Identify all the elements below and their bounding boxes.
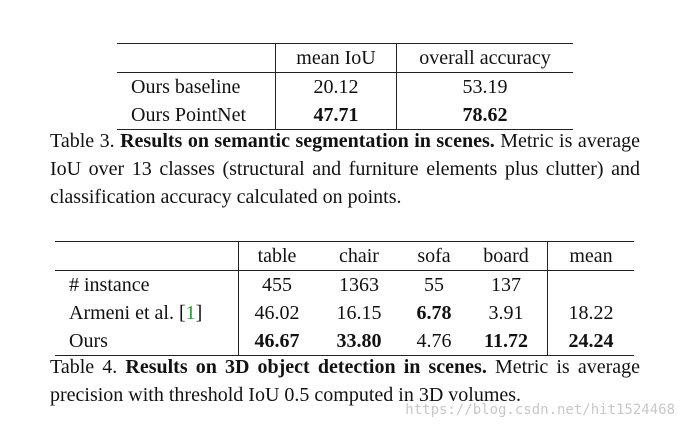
caption-prefix: Table 4. bbox=[50, 356, 118, 378]
table-header-row: table chair sofa board mean bbox=[55, 241, 634, 271]
row-label-text: Armeni et al. [ bbox=[69, 302, 186, 324]
header-cell: mean IoU bbox=[275, 43, 397, 73]
caption-bold: Results on 3D object detection in scenes… bbox=[125, 356, 487, 378]
caption-text: Metric is average precision with thresho… bbox=[50, 356, 640, 406]
header-cell: mean bbox=[547, 241, 634, 271]
table-cell: 4.76 bbox=[403, 327, 465, 356]
table-cell: 16.15 bbox=[336, 302, 382, 324]
table-cell: 46.67 bbox=[238, 327, 315, 356]
header-cell: sofa bbox=[403, 241, 465, 271]
table-cell: 46.02 bbox=[254, 302, 300, 324]
table-cell bbox=[548, 271, 635, 300]
caption-prefix: Table 3. bbox=[50, 130, 115, 152]
table-cell: 137 bbox=[465, 270, 548, 299]
header-cell: table bbox=[238, 241, 315, 271]
table-row: Ours 46.67 33.80 4.76 11.72 24.24 bbox=[55, 327, 634, 356]
table-cell: 6.78 bbox=[416, 302, 452, 324]
table-cell: 33.80 bbox=[315, 327, 403, 356]
table-cell: 53.19 bbox=[462, 76, 508, 98]
table-cell: 18.22 bbox=[568, 302, 614, 324]
caption-text: Metric is average IoU over 13 classes (s… bbox=[50, 130, 640, 208]
table-cell: 24.24 bbox=[547, 327, 634, 356]
table-cell: 55 bbox=[424, 274, 444, 296]
table-cell: 1363 bbox=[339, 274, 379, 296]
table-3: mean IoU overall accuracy Ours baseline … bbox=[117, 43, 573, 130]
caption-bold: Results on semantic segmentation in scen… bbox=[120, 130, 495, 152]
row-label: Ours bbox=[55, 327, 239, 356]
row-label: Ours baseline bbox=[117, 72, 276, 101]
table-cell: 47.71 bbox=[275, 101, 397, 130]
header-cell: board bbox=[465, 241, 548, 271]
row-label: # instance bbox=[55, 270, 239, 299]
header-cell bbox=[55, 241, 239, 271]
table-header-row: mean IoU overall accuracy bbox=[117, 43, 573, 73]
table-cell: 11.72 bbox=[465, 327, 548, 356]
table-4-caption: Table 4. Results on 3D object detection … bbox=[50, 353, 640, 409]
table-4: table chair sofa board mean # instance 4… bbox=[55, 241, 634, 356]
table-cell: 20.12 bbox=[275, 72, 397, 101]
table-row: Armeni et al. [1] 46.02 16.15 6.78 3.91 … bbox=[55, 299, 634, 327]
table-cell: 78.62 bbox=[396, 101, 573, 130]
citation-link[interactable]: 1 bbox=[185, 302, 196, 324]
table-cell: 3.91 bbox=[465, 299, 548, 327]
header-cell bbox=[117, 43, 276, 73]
table-cell: 455 bbox=[262, 274, 292, 296]
table-row: # instance 455 1363 55 137 bbox=[55, 270, 635, 300]
header-cell: chair bbox=[315, 241, 403, 271]
row-label: Armeni et al. [1] bbox=[55, 299, 239, 327]
table-row: Ours PointNet 47.71 78.62 bbox=[117, 101, 573, 130]
table-3-caption: Table 3. Results on semantic segmentatio… bbox=[50, 127, 640, 211]
header-cell: overall accuracy bbox=[396, 43, 573, 73]
watermark: https://blog.csdn.net/hit1524468 bbox=[405, 402, 675, 418]
row-label: Ours PointNet bbox=[117, 101, 276, 130]
table-row: Ours baseline 20.12 53.19 bbox=[117, 72, 573, 101]
row-label-text: ] bbox=[195, 302, 203, 324]
